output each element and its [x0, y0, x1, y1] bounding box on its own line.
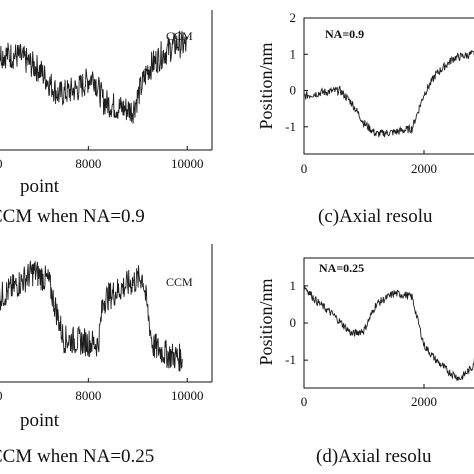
y-tick-label: -1	[285, 352, 296, 367]
x-ticks	[87, 378, 188, 382]
x-tick-label: 8000	[75, 156, 101, 171]
panel-ccm-na09: CCM 6000 8000 10000 point CCM when NA=0.…	[0, 10, 213, 227]
inner-label: CCM	[166, 29, 193, 43]
plot-frame	[303, 17, 474, 155]
x-tick-label: 8000	[75, 388, 101, 403]
panel-caption: (c)Axial resolu	[318, 206, 433, 227]
signal-line	[303, 285, 474, 381]
x-tick-label: 10000	[171, 388, 204, 403]
x-axis-label: point	[20, 410, 60, 431]
x-ticks	[303, 384, 425, 388]
x-tick-label: 2000	[411, 161, 437, 176]
x-axis-label: point	[20, 176, 60, 197]
panel-caption: CCM when NA=0.25	[0, 446, 154, 467]
panel-axial-na09: NA=0.9 2 1 0 -1 0 2000 Position/nm (c)Ax…	[256, 10, 474, 227]
x-tick-label: 6000	[0, 156, 2, 171]
signal-line	[0, 260, 183, 372]
y-ticks	[304, 17, 308, 128]
x-tick-label: 0	[301, 161, 308, 176]
panel-caption: CCM when NA=0.9	[0, 206, 145, 227]
inner-label: NA=0.9	[325, 27, 364, 41]
x-ticks	[87, 146, 188, 150]
x-tick-label: 10000	[171, 156, 204, 171]
y-axis-label: Position/nm	[256, 278, 276, 365]
y-tick-label: 2	[290, 10, 297, 25]
x-tick-label: 6000	[0, 388, 2, 403]
plot-frame	[303, 257, 474, 389]
signal-line	[0, 30, 188, 124]
panel-ccm-na025: CCM 6000 8000 10000 point CCM when NA=0.…	[0, 244, 213, 467]
y-tick-label: 0	[290, 315, 297, 330]
panel-caption: (d)Axial resolu	[316, 446, 432, 467]
panel-axial-na025: NA=0.25 1 0 -1 0 2000 Position/nm (d)Axi…	[256, 257, 474, 467]
signal-line	[303, 49, 474, 138]
y-tick-label: 0	[290, 83, 297, 98]
x-tick-label: 2000	[411, 394, 437, 409]
y-tick-label: 1	[290, 278, 297, 293]
inner-label: CCM	[166, 275, 193, 289]
inner-label: NA=0.25	[319, 261, 364, 275]
x-ticks	[303, 150, 425, 154]
y-axis-label: Position/nm	[256, 42, 276, 129]
x-tick-label: 0	[301, 394, 308, 409]
y-ticks	[304, 285, 308, 361]
y-tick-label: 1	[290, 46, 297, 61]
y-tick-label: -1	[285, 119, 296, 134]
